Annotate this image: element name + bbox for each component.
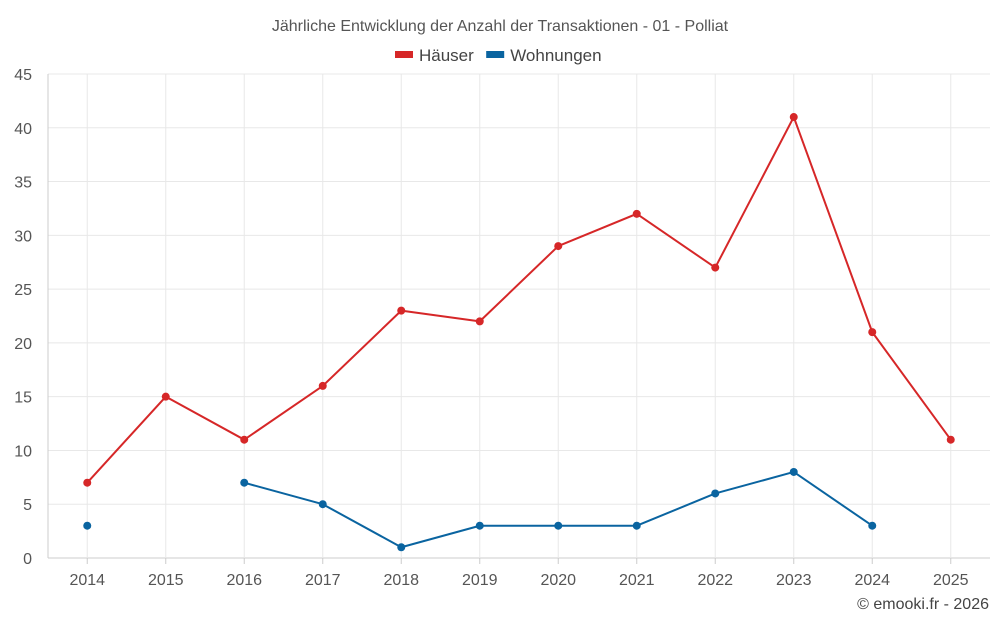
chart-title: Jährliche Entwicklung der Anzahl der Tra… <box>272 18 729 35</box>
data-point-h-user <box>475 317 484 326</box>
y-tick-label: 0 <box>23 551 32 568</box>
data-point-wohnungen <box>318 500 327 509</box>
y-tick-label: 10 <box>14 443 32 460</box>
x-tick-label: 2022 <box>697 572 733 589</box>
data-point-h-user <box>554 242 563 251</box>
x-tick-label: 2019 <box>462 572 498 589</box>
legend-label-h-user: Häuser <box>419 46 474 65</box>
credit-text: © emooki.fr - 2026 <box>857 596 989 613</box>
data-point-wohnungen <box>240 478 249 487</box>
x-tick-label: 2023 <box>776 572 812 589</box>
data-point-h-user <box>868 328 877 337</box>
x-tick-label: 2014 <box>69 572 105 589</box>
y-tick-label: 30 <box>14 228 32 245</box>
data-point-h-user <box>161 392 170 401</box>
y-tick-label: 45 <box>14 67 32 84</box>
legend: Häuser Wohnungen <box>395 46 602 65</box>
y-tick-label: 15 <box>14 390 32 407</box>
series-line-h-user <box>86 116 952 484</box>
legend-swatch-h-user <box>395 51 413 58</box>
y-axis-ticks: 0 5 10 15 20 25 30 35 40 45 <box>14 67 32 568</box>
data-point-wohnungen <box>711 489 720 498</box>
x-tick-label: 2015 <box>148 572 184 589</box>
y-tick-label: 35 <box>14 175 32 192</box>
data-point-h-user <box>632 209 641 218</box>
data-point-h-user <box>789 113 798 122</box>
data-point-wohnungen <box>868 521 877 530</box>
data-point-h-user <box>711 263 720 272</box>
y-tick-label: 25 <box>14 282 32 299</box>
data-point-wohnungen <box>83 521 92 530</box>
data-point-h-user <box>83 478 92 487</box>
y-tick-label: 5 <box>23 497 32 514</box>
series-points <box>83 113 955 552</box>
y-tick-label: 40 <box>14 121 32 138</box>
x-tick-label: 2018 <box>383 572 419 589</box>
data-point-h-user <box>397 306 406 315</box>
data-point-wohnungen <box>475 521 484 530</box>
x-tick-label: 2020 <box>540 572 576 589</box>
y-tick-label: 20 <box>14 336 32 353</box>
legend-label-wohnungen: Wohnungen <box>510 46 601 65</box>
legend-swatch-wohnungen <box>486 51 505 58</box>
data-point-wohnungen <box>789 467 798 476</box>
x-axis-ticks: 2014 2015 2016 2017 2018 2019 2020 2021 2022 2023… <box>69 558 969 589</box>
data-point-wohnungen <box>632 521 641 530</box>
x-tick-label: 2025 <box>933 572 969 589</box>
x-tick-label: 2017 <box>305 572 341 589</box>
x-tick-label: 2024 <box>854 572 890 589</box>
data-point-wohnungen <box>397 543 406 552</box>
data-point-h-user <box>318 381 327 390</box>
data-point-h-user <box>240 435 249 444</box>
data-point-wohnungen <box>554 521 563 530</box>
x-tick-label: 2016 <box>226 572 262 589</box>
data-point-h-user <box>946 435 955 444</box>
x-tick-label: 2021 <box>619 572 655 589</box>
grid <box>47 73 990 559</box>
